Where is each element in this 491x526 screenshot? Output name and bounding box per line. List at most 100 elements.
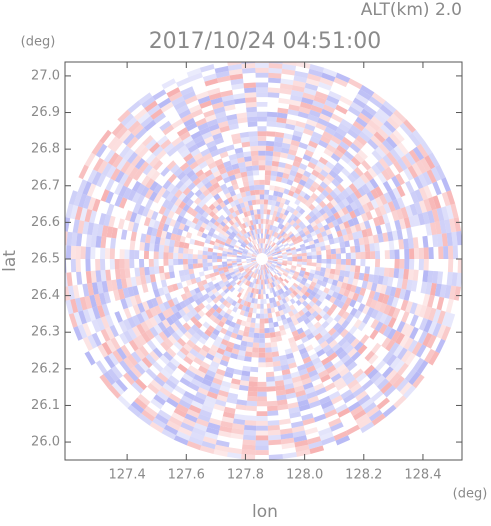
echo-cell [294, 125, 305, 133]
echo-cell [127, 354, 138, 367]
y-tick-label: 27.0 [31, 68, 60, 83]
echo-cell [298, 272, 305, 278]
echo-cell [336, 253, 342, 259]
echo-cell [153, 112, 166, 124]
echo-cell [282, 261, 288, 265]
echo-cell [188, 404, 202, 414]
echo-cell [320, 135, 331, 144]
echo-cell [194, 239, 200, 246]
echo-cell [267, 259, 273, 262]
echo-cell [269, 235, 274, 241]
echo-cell [267, 87, 280, 93]
echo-cell [316, 254, 322, 259]
echo-cell [212, 303, 219, 311]
echo-cell [408, 371, 421, 386]
echo-cell [209, 227, 216, 234]
echo-cell [252, 308, 257, 314]
echo-cell [322, 165, 332, 174]
echo-cell [352, 120, 365, 132]
echo-cell [401, 311, 410, 323]
echo-cell [361, 212, 369, 222]
echo-cell [222, 99, 235, 107]
echo-cell [361, 183, 371, 194]
echo-cell [198, 271, 205, 277]
echo-cell [254, 234, 257, 240]
y-tick-label: 26.5 [31, 251, 60, 266]
echo-cell [316, 232, 323, 239]
echo-cell [436, 296, 445, 311]
echo-cell [127, 286, 135, 297]
echo-cell [227, 249, 233, 253]
echo-cell [311, 262, 317, 267]
echo-cell [236, 193, 243, 200]
echo-cell [212, 170, 221, 178]
echo-cell [340, 259, 346, 265]
echo-cell [405, 324, 415, 338]
echo-cell [178, 241, 185, 248]
echo-cell [169, 271, 176, 279]
echo-cell [87, 307, 96, 322]
echo-cell [153, 243, 160, 252]
echo-cell [266, 262, 271, 267]
echo-cell [272, 151, 281, 158]
echo-cell [284, 348, 293, 355]
echo-cell [309, 352, 319, 361]
echo-cell [333, 211, 341, 220]
echo-cell [365, 181, 375, 192]
echo-cell [285, 236, 291, 242]
echo-cell [441, 191, 451, 207]
echo-cell [401, 278, 408, 290]
echo-cell [255, 440, 269, 446]
echo-cell [298, 229, 305, 236]
echo-cell [192, 217, 199, 225]
echo-cell [230, 158, 239, 166]
echo-cell [242, 251, 248, 255]
echo-cell [189, 238, 196, 245]
echo-cell [303, 128, 314, 136]
echo-cell [432, 271, 439, 284]
echo-cell [244, 160, 253, 167]
echo-cell [128, 339, 139, 352]
echo-cell [192, 344, 202, 353]
echo-cell [434, 283, 442, 297]
echo-cell [291, 275, 298, 281]
echo-cell [241, 370, 251, 377]
echo-cell [236, 255, 242, 258]
echo-cell [319, 169, 329, 178]
echo-cell [281, 252, 287, 255]
echo-cell [156, 135, 169, 146]
echo-cell [241, 176, 249, 183]
echo-cell [319, 340, 329, 349]
echo-cell [247, 312, 253, 318]
echo-cell [345, 204, 354, 213]
echo-cell [254, 263, 259, 268]
y-tick-label: 26.4 [31, 288, 60, 303]
echo-cell [260, 299, 264, 304]
echo-cell [303, 291, 311, 298]
echo-cell [134, 363, 146, 375]
echo-cell [111, 279, 118, 291]
echo-cell [286, 306, 292, 313]
echo-cell [315, 91, 329, 100]
echo-cell [334, 174, 344, 184]
echo-cell [250, 235, 255, 241]
echo-cell [208, 417, 222, 426]
echo-cell [366, 281, 373, 291]
echo-cell [157, 409, 172, 421]
echo-cell [240, 136, 250, 143]
echo-cell [214, 373, 224, 381]
echo-cell [123, 330, 133, 343]
echo-cell [265, 160, 273, 166]
echo-cell [265, 250, 269, 255]
echo-cell [293, 240, 299, 245]
echo-cell [246, 301, 252, 308]
echo-cell [340, 247, 346, 254]
echo-cell [307, 395, 319, 404]
x-tick-label: 127.6 [168, 468, 205, 483]
echo-cell [218, 232, 224, 238]
echo-cell [330, 303, 338, 312]
echo-cell [234, 209, 241, 216]
echo-cell [248, 297, 253, 303]
echo-field [65, 62, 462, 460]
echo-cell [178, 399, 191, 409]
